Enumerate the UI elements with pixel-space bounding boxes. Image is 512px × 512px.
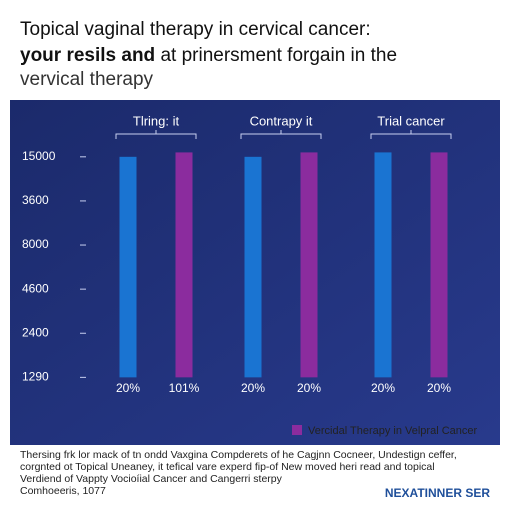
group-label: Contrapy it (250, 113, 313, 128)
group-label: Tlring: it (133, 113, 180, 128)
chart-title-part: your resils and (20, 45, 155, 66)
bar (300, 152, 318, 378)
chart-title-part: at prinersment forgain in the (160, 45, 397, 66)
bar (175, 152, 193, 378)
y-tick-label: 1290 (22, 370, 49, 384)
bar-label: 20% (241, 381, 265, 395)
brand: NEXATINNER SER (385, 486, 490, 500)
group-label: Trial cancer (377, 113, 445, 128)
bar-label: 20% (297, 381, 321, 395)
footnote-line: Comhoeeris, 1077 (20, 485, 106, 497)
footnote: Thersing frk lor mack of tn ondd Vaxgina… (20, 449, 457, 497)
footnote-line: Verdiend of Vappty Vocioíial Cancer and … (20, 473, 283, 485)
y-tick-label: 15000 (22, 149, 56, 163)
bar (430, 152, 448, 378)
chart-title: your resils and at prinersment forgain i… (20, 45, 397, 66)
group-bracket (115, 130, 197, 139)
chart-subtitle: vervical therapy (20, 69, 154, 90)
bar (119, 156, 137, 378)
footnote-line: corgnted ot Topical Uneaney, it tefical … (20, 461, 435, 473)
legend-label: Vercidal Therapy in Velpral Cancer (308, 425, 478, 437)
bar (244, 156, 262, 378)
y-tick-label: 2400 (22, 325, 49, 339)
group-bracket (240, 130, 322, 139)
bar (374, 152, 392, 378)
chart-title: Topical vaginal therapy in cervical canc… (20, 19, 371, 40)
y-tick-label: 3600 (22, 193, 49, 207)
bar-label: 20% (116, 381, 140, 395)
bar-label: 20% (427, 381, 451, 395)
bar-label: 101% (169, 381, 200, 395)
legend-swatch (292, 425, 302, 435)
bar-label: 20% (371, 381, 395, 395)
y-tick-label: 4600 (22, 281, 49, 295)
y-tick-label: 8000 (22, 237, 49, 251)
group-bracket (370, 130, 452, 139)
footnote-line: Thersing frk lor mack of tn ondd Vaxgina… (20, 449, 457, 461)
